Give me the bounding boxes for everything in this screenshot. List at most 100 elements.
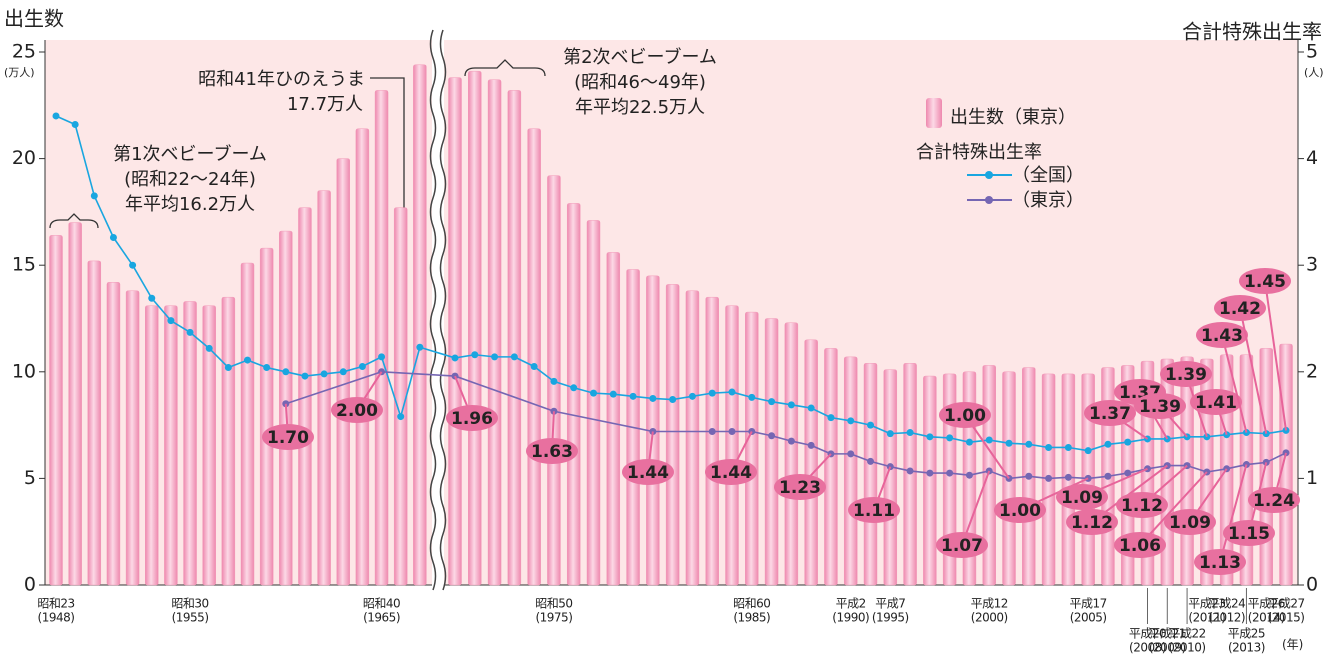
marker [827,414,835,422]
data-label: 1.11 [853,501,895,521]
y2-tick-label: 5 [1306,41,1318,63]
marker [649,394,657,402]
marker [708,427,716,435]
x-tick-label: (2008) [1129,641,1166,655]
x-tick-label: (2012) [1208,611,1245,625]
x-tick-label: (2005) [1070,611,1107,625]
x-tick-label: (1995) [872,611,909,625]
x-tick-label: (1948) [38,611,75,625]
callout [994,497,1046,523]
x-tick-label: 平成21 [1149,627,1186,641]
data-label: 1.12 [1121,496,1163,516]
marker [926,433,934,441]
x-tick-label: 平成27 [1267,597,1304,611]
marker [906,429,914,437]
bar [527,128,541,586]
y2-tick-label: 3 [1306,254,1318,276]
bar [725,305,739,586]
data-label: 1.15 [1228,524,1270,544]
annotation: 昭和41年ひのえうま [198,69,365,90]
callout [1056,484,1108,510]
bar [145,305,159,586]
callout [446,405,498,431]
callout [526,438,578,464]
callout [1223,520,1275,546]
y2-unit: (人) [1304,66,1324,79]
bar [487,79,502,586]
bar [507,90,522,586]
data-label: 1.96 [451,409,493,429]
y2-tick-label: 1 [1306,467,1318,489]
legend-label: （全国） [1012,165,1084,186]
bar [317,190,331,586]
callout [1194,549,1246,575]
bar [745,311,759,586]
bar [566,203,581,586]
marker [985,436,993,444]
bar [804,339,818,586]
data-label: 1.23 [779,478,821,498]
marker [1104,440,1112,448]
marker [1005,439,1013,447]
x-tick-label: 平成2 [836,597,866,611]
bar [468,70,482,586]
marker [90,192,98,200]
y-tick-label: 5 [24,467,36,489]
marker [339,368,347,376]
x-unit: (年) [1282,638,1303,652]
line-segment [810,407,832,419]
marker [1084,447,1092,455]
axis-break [429,29,447,591]
x-tick-label: 昭和23 [37,597,74,611]
marker [1064,473,1072,481]
marker [224,364,232,372]
marker [109,233,117,241]
bar [883,369,898,586]
bar [164,305,178,586]
marker [609,390,617,398]
annotation: 第1次ベビーブーム [113,143,267,165]
marker [416,343,424,351]
data-label: 1.43 [1201,326,1243,346]
legend-label: 出生数（東京） [950,107,1076,128]
legend: 出生数（東京） 合計特殊出生率 （全国） （東京） [916,98,1084,211]
bar [705,296,719,586]
bar [824,348,838,586]
marker [946,469,954,477]
marker [451,354,459,362]
marker [378,353,386,361]
marker [1045,474,1053,482]
callout-pointer [1219,464,1248,563]
callout [262,424,314,450]
callout [1160,361,1212,387]
x-tick-label: 平成26 [1248,597,1285,611]
y2-tick-label: 0 [1306,574,1318,596]
bar [202,305,216,586]
y2-tick-label: 4 [1306,147,1318,169]
x-tick-label: 平成24 [1208,597,1245,611]
legend-swatch [985,196,993,204]
bar [68,222,82,586]
x-tick-label: 平成20 [1129,627,1166,641]
marker [965,471,973,479]
marker [320,370,328,378]
marker [205,344,213,352]
x-tick-label: 平成23 [1188,597,1225,611]
x-tick-label: (2010) [1169,641,1206,655]
data-label: 1.12 [1071,513,1113,533]
line-segment [533,365,555,383]
bar [586,220,601,586]
data-label: 1.45 [1244,272,1286,292]
marker [669,396,677,404]
callout [1114,532,1166,558]
marker [550,377,558,385]
marker [167,317,175,325]
data-label: 1.39 [1139,397,1181,417]
bar [125,290,140,586]
bar [923,375,937,586]
marker [52,112,60,120]
data-label: 1.06 [1119,536,1161,556]
bar [606,252,621,586]
x-tick-label: (1990) [832,611,869,625]
line-segment [208,347,229,369]
